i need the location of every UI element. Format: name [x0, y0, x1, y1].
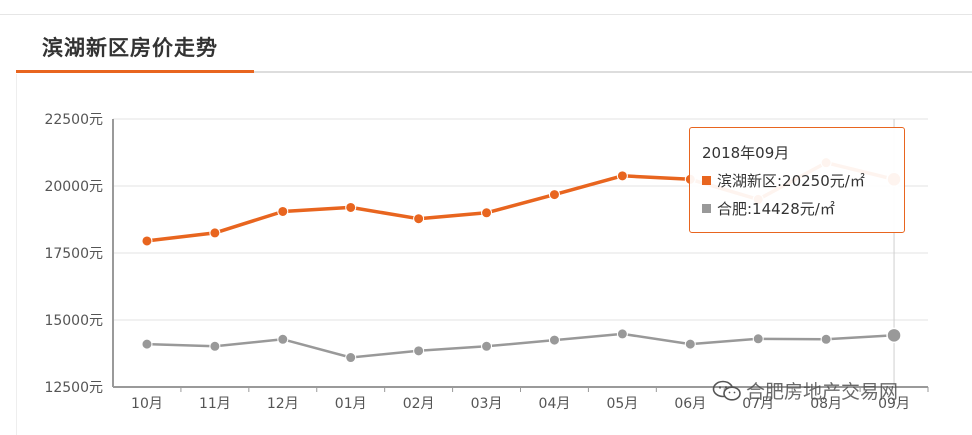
header-accent-bar	[16, 70, 254, 73]
data-point-hefei	[277, 333, 289, 345]
x-tick-label: 06月	[674, 396, 706, 412]
data-point-hefei	[752, 333, 764, 345]
data-point-hefei	[820, 333, 832, 345]
tooltip-label-hefei: 合肥:14428元/㎡	[717, 200, 835, 218]
tooltip-swatch-binhu	[702, 176, 711, 185]
data-point-hefei	[481, 340, 493, 352]
y-tick-label: 20000元	[44, 179, 103, 195]
x-tick-label: 02月	[403, 396, 435, 412]
tooltip-row-hefei: 合肥:14428元/㎡	[702, 198, 892, 219]
data-point-hefei	[413, 345, 425, 357]
chart-title: 滨湖新区房价走势	[42, 36, 218, 60]
data-point-hefei	[616, 328, 628, 340]
x-tick-label: 10月	[131, 396, 163, 412]
x-tick-label: 01月	[335, 396, 367, 412]
data-point-binhu	[548, 189, 560, 201]
y-tick-label: 17500元	[44, 246, 103, 262]
panel-top-border	[0, 14, 972, 15]
data-point-hefei	[548, 334, 560, 346]
y-tick-label: 12500元	[44, 380, 103, 396]
x-tick-label: 03月	[471, 396, 503, 412]
data-point-hefei	[886, 327, 902, 344]
data-point-binhu	[141, 235, 153, 247]
series-line-hefei	[146, 332, 895, 359]
x-tick-label: 12月	[267, 396, 299, 412]
data-point-binhu	[616, 170, 628, 182]
data-point-binhu	[345, 201, 357, 213]
y-tick-label: 22500元	[44, 112, 103, 128]
data-point-hefei	[684, 338, 696, 350]
x-tick-label: 04月	[539, 396, 571, 412]
data-point-binhu	[209, 227, 221, 239]
x-tick-label: 11月	[199, 396, 231, 412]
data-point-hefei	[345, 352, 357, 364]
data-point-binhu	[481, 207, 493, 219]
panel-left-border	[16, 74, 17, 435]
tooltip-title: 2018年09月	[702, 144, 790, 162]
x-tick-label: 08月	[810, 396, 842, 412]
panel-header: 滨湖新区房价走势	[16, 14, 972, 74]
watermark: 合肥房地产交易网	[712, 377, 898, 404]
tooltip-row-binhu: 滨湖新区:20250元/㎡	[702, 170, 892, 191]
wechat-icon	[712, 380, 741, 401]
data-point-binhu	[413, 213, 425, 225]
y-tick-label: 15000元	[44, 313, 103, 329]
header-divider	[16, 71, 972, 73]
data-point-hefei	[141, 338, 153, 350]
data-point-binhu	[277, 205, 289, 217]
watermark-text: 合肥房地产交易网	[746, 381, 899, 403]
data-point-hefei	[209, 340, 221, 352]
chart-tooltip: 2018年09月 滨湖新区:20250元/㎡ 合肥:14428元/㎡	[689, 127, 905, 233]
tooltip-swatch-hefei	[702, 204, 711, 213]
x-tick-label: 07月	[742, 396, 774, 412]
tooltip-label-binhu: 滨湖新区:20250元/㎡	[717, 172, 865, 190]
x-tick-label: 05月	[606, 396, 638, 412]
x-tick-label: 09月	[878, 396, 910, 412]
